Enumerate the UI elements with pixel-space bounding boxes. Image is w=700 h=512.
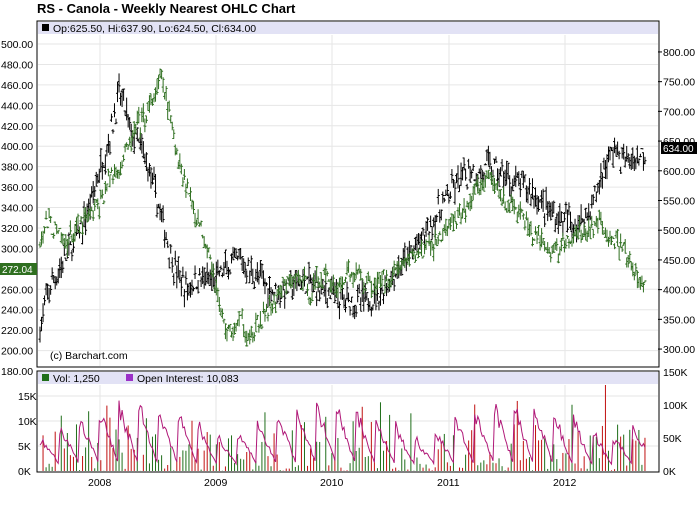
right-current-label: 634.00 [663,144,694,155]
credit-label: (c) Barchart.com [50,350,128,362]
left-current-label: 272.04 [2,265,33,276]
price-gridlines [38,35,658,366]
left-tick-label: 480.00 [1,59,33,71]
ohlc-legend-swatch [42,24,49,31]
left-tick-label: 420.00 [1,121,33,133]
volume-right-tick: 100K [663,400,688,412]
volume-legend-band [38,372,658,384]
right-tick-label: 300.00 [663,344,695,356]
volume-left-tick: 15K [18,391,37,403]
volume-legend-swatch [42,374,49,381]
right-tick-label: 550.00 [663,196,695,208]
left-current-badge [0,263,37,275]
left-tick-label: 400.00 [1,141,33,153]
left-tick-label: 500.00 [1,39,33,51]
price-panel [36,20,660,368]
left-axis-ticks: 500.00 480.00 460.00 440.00 420.00 400.00 380.… [1,39,33,378]
volume-right-ticks: 150K 100K 50K 0K [663,367,688,478]
volume-left-tick: 5K [18,441,31,453]
open-interest-line [39,400,646,466]
right-tick-label: 750.00 [663,77,695,89]
right-tick-label: 350.00 [663,314,695,326]
volume-left-tick: 10K [18,416,37,428]
chart-title: RS - Canola - Weekly Nearest OHLC Chart [37,1,296,16]
x-axis-label: 2011 [437,477,460,489]
right-axis-ticks: 800.00750.00700.00650.00600.00550.00500.… [658,47,695,356]
left-tick-label: 220.00 [1,325,33,337]
left-tick-label: 460.00 [1,80,33,92]
volume-gridlines [38,385,658,471]
right-tick-label: 400.00 [663,285,695,297]
volume-right-tick: 50K [663,433,682,445]
volume-legend-label: Vol: 1,250 [53,373,100,385]
right-tick-label: 700.00 [663,106,695,118]
volume-left-tick: 0K [18,466,31,478]
oi-legend-swatch [126,374,133,381]
ohlc-legend-label: Op:625.50, Hi:637.90, Lo:624.50, Cl:634.… [53,23,256,35]
x-axis-label: 2010 [320,477,344,489]
right-tick-label: 500.00 [663,225,695,237]
right-tick-label: 600.00 [663,166,695,178]
left-tick-label: 440.00 [1,100,33,112]
right-tick-label: 450.00 [663,255,695,267]
left-tick-label: 180.00 [1,366,33,378]
series-green-ohlc [38,68,647,347]
volume-right-tick: 0K [663,466,676,478]
left-tick-label: 240.00 [1,305,33,317]
price-legend-band [38,22,658,34]
volume-left-ticks: 15K 10K 5K 0K [18,391,37,478]
volume-bars [39,385,646,471]
left-tick-label: 320.00 [1,223,33,235]
volume-right-tick: 150K [663,367,688,379]
right-tick-label: 800.00 [663,47,695,59]
right-current-badge [661,142,697,154]
left-tick-label: 200.00 [1,346,33,358]
oi-legend-label: Open Interest: 10,083 [137,373,239,385]
x-axis-label: 2009 [204,477,228,489]
left-tick-label: 360.00 [1,182,33,194]
x-axis-labels: 2008 2009 2010 2011 2012 [88,477,577,489]
x-axis-label: 2008 [88,477,112,489]
left-tick-label: 260.00 [1,284,33,296]
left-tick-label: 300.00 [1,243,33,255]
left-tick-label: 380.00 [1,162,33,174]
left-tick-label: 340.00 [1,203,33,215]
x-axis-label: 2012 [553,477,577,489]
